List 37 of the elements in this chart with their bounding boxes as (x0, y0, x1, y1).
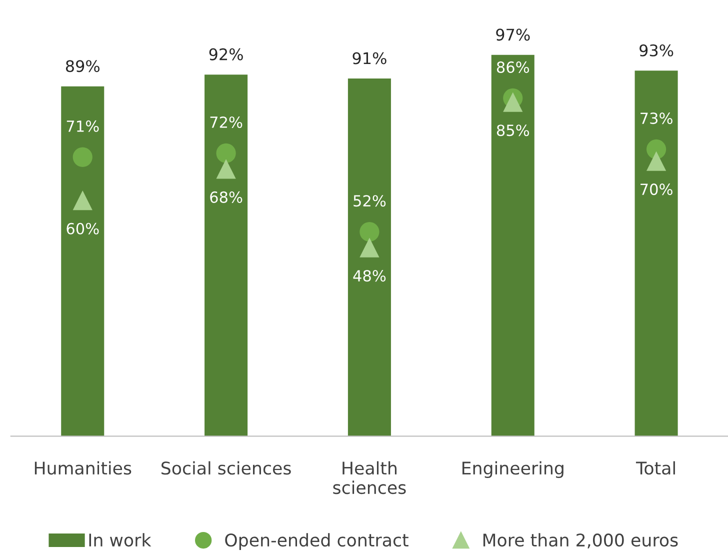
x-tick-label: Total (636, 461, 675, 475)
data-label: 93% (640, 44, 674, 56)
legend-label: More than 2,000 euros (483, 533, 678, 548)
data-label: 91% (352, 52, 386, 64)
data-label: 70% (640, 184, 672, 196)
point (216, 143, 236, 164)
point (72, 190, 92, 210)
bar (204, 74, 248, 436)
x-tick-label: Health sciences (333, 461, 406, 494)
data-label: 48% (353, 270, 386, 282)
data-label: 52% (354, 195, 386, 207)
data-label: 92% (209, 48, 243, 60)
x-tick-label: Social sciences (162, 461, 291, 475)
data-label: 89% (66, 60, 100, 72)
point (646, 151, 666, 171)
x-tick-label: Engineering (462, 461, 564, 478)
data-label: 71% (66, 120, 99, 132)
data-label: 85% (496, 124, 530, 136)
data-label: 86% (496, 61, 530, 73)
data-label: 60% (66, 222, 99, 234)
bar (61, 86, 104, 436)
point (72, 147, 92, 167)
legend-label: In work (89, 533, 152, 547)
bar (634, 70, 678, 436)
data-label: 72% (210, 116, 242, 128)
bar (348, 78, 391, 436)
point (646, 139, 666, 160)
point (216, 159, 236, 179)
x-tick-label: Humanities (34, 461, 132, 475)
point (360, 238, 380, 258)
point (503, 92, 523, 112)
data-label: 68% (210, 191, 242, 203)
data-label: 97% (496, 28, 530, 41)
point (360, 222, 380, 242)
bar (491, 54, 534, 436)
legend-label: Open-ended contract (225, 533, 408, 550)
data-label: 73% (640, 112, 672, 124)
